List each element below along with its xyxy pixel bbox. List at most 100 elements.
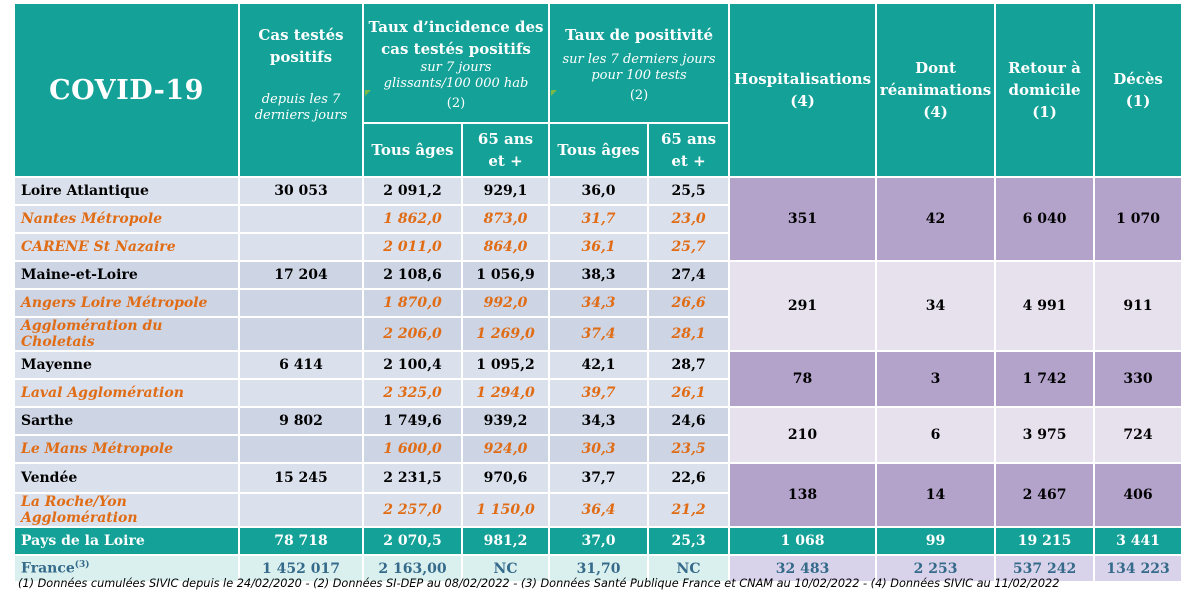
dept-deces: 406 bbox=[1093, 462, 1184, 528]
sub-pos-65: 26,1 bbox=[647, 378, 731, 408]
header-incidence: Taux d’incidence des cas testés positifs… bbox=[361, 2, 551, 124]
france-deces: 134 223 bbox=[1093, 554, 1184, 583]
sub-row: Laval Agglomération 2 325,0 1 294,0 39,7 26,… bbox=[13, 378, 1182, 408]
dept-pos-tous: 38,3 bbox=[548, 260, 650, 290]
france-rea: 2 253 bbox=[875, 554, 997, 583]
france-inc-65: NC bbox=[460, 554, 551, 583]
sub-inc-tous: 2 206,0 bbox=[362, 316, 463, 352]
sub-pos-tous: 30,3 bbox=[548, 434, 650, 464]
dept-cas: 15 245 bbox=[238, 462, 364, 494]
header-inc-65: 65 ans et + bbox=[460, 122, 551, 178]
header-pos-65: 65 ans et + bbox=[647, 122, 731, 178]
header-cas-l1: Cas testés bbox=[258, 26, 344, 44]
dept-cas: 30 053 bbox=[238, 176, 364, 206]
dept-name: Loire Atlantique bbox=[13, 176, 240, 206]
dept-pos-tous: 34,3 bbox=[548, 406, 650, 436]
sub-name: Angers Loire Métropole bbox=[13, 288, 240, 318]
empty-cell bbox=[238, 316, 364, 352]
header-cas-sub-l2: derniers jours bbox=[254, 108, 348, 123]
header-cas-l2: positifs bbox=[269, 48, 333, 66]
sub-pos-tous: 37,4 bbox=[548, 316, 650, 352]
dept-inc-65: 939,2 bbox=[460, 406, 551, 436]
sub-inc-tous: 1 862,0 bbox=[362, 204, 463, 234]
sub-pos-65: 25,7 bbox=[647, 232, 731, 262]
dept-pos-tous: 36,0 bbox=[548, 176, 650, 206]
dept-name: Vendée bbox=[13, 462, 240, 494]
total-hosp: 1 068 bbox=[728, 526, 878, 556]
total-inc-65: 981,2 bbox=[460, 526, 551, 556]
sub-pos-tous: 31,7 bbox=[548, 204, 650, 234]
sub-row: Le Mans Métropole 1 600,0 924,0 30,3 23,5 bbox=[13, 434, 1182, 464]
sub-row: Agglomération du Choletais 2 206,0 1 269,0… bbox=[13, 316, 1182, 352]
dept-pos-65: 28,7 bbox=[647, 350, 731, 380]
dept-deces: 911 bbox=[1093, 260, 1184, 352]
header-inc-l1: Taux d’incidence des bbox=[368, 17, 544, 36]
table-summary: Pays de la Loire 78 718 2 070,5 981,2 37… bbox=[13, 526, 1184, 583]
france-cas: 1 452 017 bbox=[238, 554, 364, 583]
footnote: (1) Données cumulées SIVIC depuis le 24/… bbox=[18, 577, 1060, 590]
sub-row: Nantes Métropole 1 862,0 873,0 31,7 23,0 bbox=[13, 204, 1182, 234]
empty-cell bbox=[238, 204, 364, 234]
sub-name: Laval Agglomération bbox=[13, 378, 240, 408]
total-inc-tous: 2 070,5 bbox=[362, 526, 463, 556]
header-rea-l2: réanimations bbox=[879, 81, 992, 99]
france-pos-65: NC bbox=[647, 554, 731, 583]
dept-cas: 9 802 bbox=[238, 406, 364, 436]
dept-cas: 17 204 bbox=[238, 260, 364, 290]
header-hosp-note: (4) bbox=[790, 92, 815, 110]
comment-marker-icon bbox=[365, 90, 371, 96]
sub-inc-tous: 2 257,0 bbox=[362, 492, 463, 528]
sub-pos-65: 28,1 bbox=[647, 316, 731, 352]
sub-pos-65: 23,0 bbox=[647, 204, 731, 234]
header-ret-note: (1) bbox=[1032, 103, 1057, 121]
header-cas-tests: Cas testés positifs depuis les 7 dernier… bbox=[238, 2, 364, 178]
header-dec-note: (1) bbox=[1125, 92, 1151, 110]
dept-inc-65: 1 056,9 bbox=[460, 260, 551, 290]
dept-hosp: 78 bbox=[728, 350, 878, 408]
sub-inc-65: 1 269,0 bbox=[460, 316, 551, 352]
header-hosp-label: Hospitalisations bbox=[734, 70, 872, 88]
header-hospitalisations: Hospitalisations (4) bbox=[728, 2, 878, 178]
sub-name: La Roche/Yon Agglomération bbox=[13, 492, 240, 528]
sub-name: Le Mans Métropole bbox=[13, 434, 240, 464]
dept-inc-65: 929,1 bbox=[460, 176, 551, 206]
table-row: Maine-et-Loire 17 204 2 108,6 1 056,9 38,3 27… bbox=[13, 260, 1184, 352]
dept-pos-tous: 37,7 bbox=[548, 462, 650, 494]
header-retour: Retour à domicile (1) bbox=[994, 2, 1096, 178]
header-deces: Décès (1) bbox=[1093, 2, 1184, 178]
dept-retour: 3 975 bbox=[994, 406, 1096, 464]
header-pos-note: (2) bbox=[629, 87, 649, 103]
sub-row: CARENE St Nazaire 2 011,0 864,0 36,1 25,7 bbox=[13, 232, 1182, 262]
dept-pos-65: 22,6 bbox=[647, 462, 731, 494]
sub-inc-tous: 1 870,0 bbox=[362, 288, 463, 318]
ans65-l1: 65 ans bbox=[660, 130, 717, 148]
sub-name: Agglomération du Choletais bbox=[13, 316, 240, 352]
france-name-cell: France(3) bbox=[13, 554, 240, 583]
header-inc-l2: cas testés positifs bbox=[381, 39, 531, 58]
dept-inc-tous: 2 100,4 bbox=[362, 350, 463, 380]
dept-rea: 3 bbox=[875, 350, 997, 408]
tous-ages-label: Tous âges bbox=[557, 141, 640, 159]
dept-retour: 4 991 bbox=[994, 260, 1096, 352]
sub-inc-65: 924,0 bbox=[460, 434, 551, 464]
covid-table: COVID-19 Cas testés positifs depuis les … bbox=[13, 2, 1184, 583]
france-retour: 537 242 bbox=[994, 554, 1096, 583]
header-pos-sub-l2: pour 100 tests bbox=[591, 67, 687, 83]
header-rea-l1: Dont bbox=[915, 59, 956, 77]
table-row: Mayenne 6 414 2 100,4 1 095,2 42,1 28,7 78 3 1 7… bbox=[13, 350, 1184, 408]
ans65-l1: 65 ans bbox=[477, 130, 534, 148]
header-inc-sub-l1: sur 7 jours bbox=[420, 59, 492, 75]
sub-name: Nantes Métropole bbox=[13, 204, 240, 234]
dept-deces: 724 bbox=[1093, 406, 1184, 464]
ans65-l2: et + bbox=[671, 152, 706, 170]
total-pos-tous: 37,0 bbox=[548, 526, 650, 556]
covid-table-wrap: COVID-19 Cas testés positifs depuis les … bbox=[13, 2, 1184, 583]
comment-marker-icon bbox=[551, 90, 558, 96]
header-ret-l2: domicile bbox=[1008, 81, 1081, 99]
sub-inc-tous: 1 600,0 bbox=[362, 434, 463, 464]
dept-inc-tous: 2 231,5 bbox=[362, 462, 463, 494]
sub-inc-65: 873,0 bbox=[460, 204, 551, 234]
empty-cell bbox=[238, 434, 364, 464]
header-rea-note: (4) bbox=[923, 103, 948, 121]
france-sup: (3) bbox=[74, 560, 90, 571]
